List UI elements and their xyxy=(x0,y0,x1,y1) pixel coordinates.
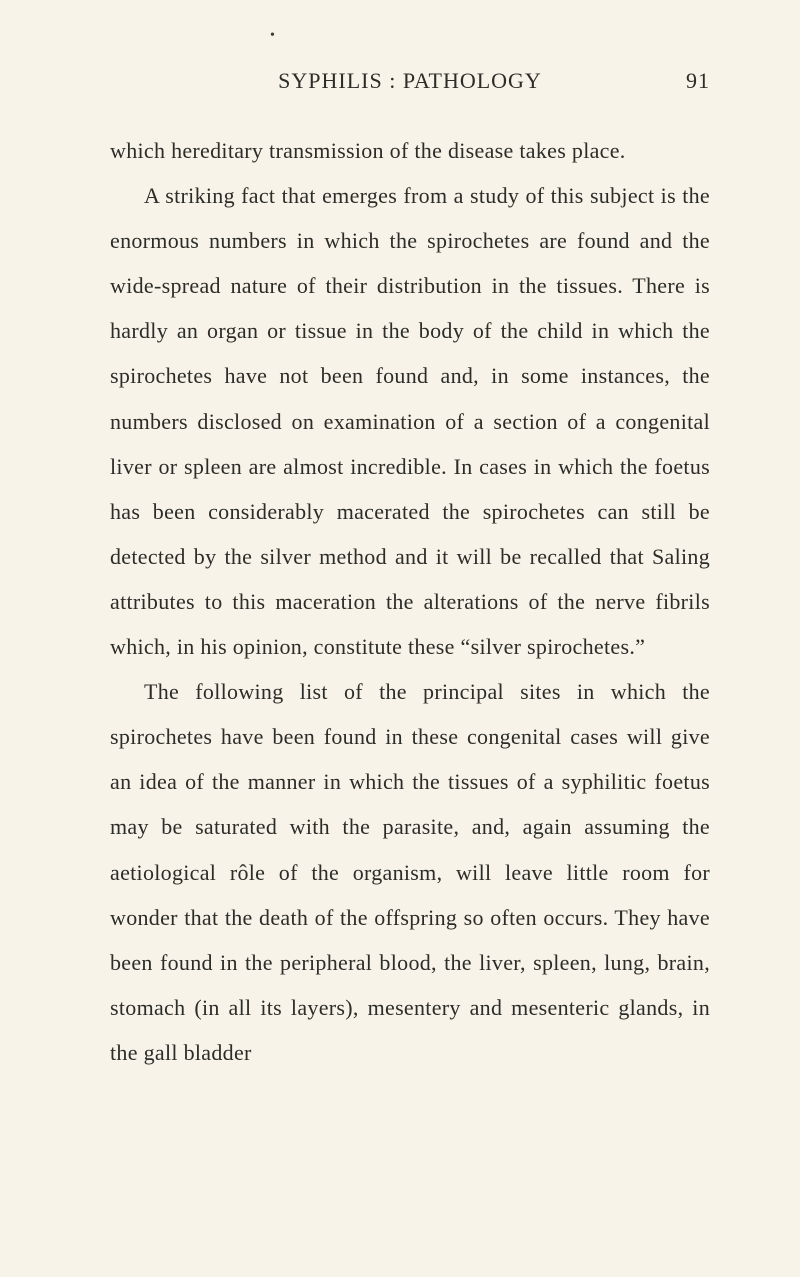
running-title: SYPHILIS : PATHOLOGY xyxy=(110,68,670,94)
paragraph: which hereditary transmission of the dis… xyxy=(110,128,710,173)
body-text: which hereditary transmission of the dis… xyxy=(110,128,710,1075)
paragraph: The following list of the principal site… xyxy=(110,669,710,1075)
page-number: 91 xyxy=(670,68,710,94)
paragraph: A striking fact that emerges from a stud… xyxy=(110,173,710,669)
stray-mark: • xyxy=(270,28,275,44)
document-page: • SYPHILIS : PATHOLOGY 91 which heredita… xyxy=(0,0,800,1277)
page-header: SYPHILIS : PATHOLOGY 91 xyxy=(110,68,710,94)
